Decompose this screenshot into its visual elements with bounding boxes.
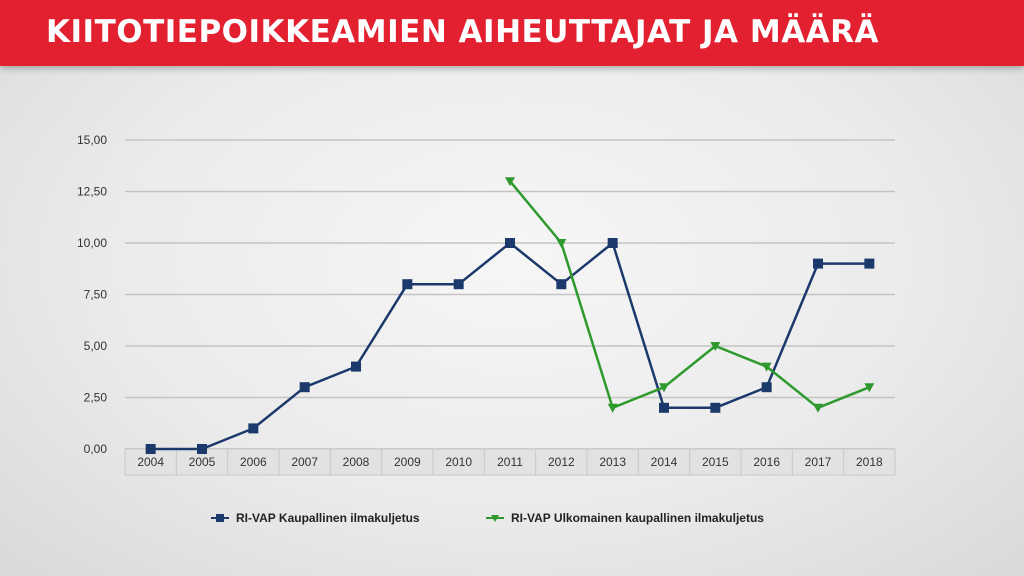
- x-tick-label: 2004: [137, 455, 164, 469]
- x-tick-label: 2008: [343, 455, 370, 469]
- x-axis-band: [124, 448, 896, 476]
- x-tick-label: 2017: [805, 455, 832, 469]
- x-tick-label: 2009: [394, 455, 421, 469]
- x-tick-label: 2018: [856, 455, 883, 469]
- data-point: [299, 382, 310, 393]
- x-tick-label: 2015: [702, 455, 729, 469]
- y-tick-label: 2,50: [84, 391, 108, 405]
- data-point: [607, 238, 618, 248]
- x-tick-label: 2011: [497, 455, 523, 469]
- data-point: [813, 403, 823, 413]
- x-tick-label: 2007: [291, 455, 318, 469]
- grid-lines: [125, 139, 895, 450]
- y-tick-label: 15,00: [77, 133, 107, 147]
- data-point: [556, 239, 567, 248]
- title-banner: KIITOTIEPOIKKEAMIEN AIHEUTTAJAT JA MÄÄRÄ: [0, 0, 1024, 66]
- x-tick-label: 2014: [651, 455, 678, 469]
- series-2: [505, 177, 875, 413]
- data-point: [813, 258, 823, 269]
- x-tick-label: 2012: [548, 455, 575, 469]
- legend-label: RI-VAP Ulkomainen kaupallinen ilmakuljet…: [511, 511, 764, 525]
- x-tick-label: 2006: [240, 455, 267, 469]
- data-point: [710, 342, 721, 351]
- x-tick-label: 2016: [753, 455, 780, 469]
- data-point: [505, 238, 515, 248]
- legend-label: RI-VAP Kaupallinen ilmakuljetus: [236, 511, 420, 525]
- series-line: [509, 180, 870, 410]
- legend-item: RI-VAP Kaupallinen ilmakuljetus: [211, 511, 420, 525]
- data-point: [197, 444, 207, 454]
- series-1: [145, 238, 875, 454]
- y-tick-label: 7,50: [84, 288, 108, 302]
- data-point: [145, 444, 156, 454]
- y-tick-label: 12,50: [77, 185, 107, 199]
- x-tick-label: 2013: [599, 455, 626, 469]
- y-tick-label: 5,00: [84, 339, 108, 353]
- data-point: [505, 177, 515, 187]
- data-point: [659, 402, 669, 413]
- legend-marker: [216, 514, 224, 522]
- y-tick-label: 0,00: [84, 442, 108, 456]
- legend-marker: [491, 515, 499, 522]
- x-tick-label: 2010: [445, 455, 472, 469]
- data-point: [761, 382, 772, 393]
- data-point: [864, 383, 875, 393]
- data-point: [453, 279, 464, 290]
- series-lines: [145, 177, 875, 454]
- page-title: KIITOTIEPOIKKEAMIEN AIHEUTTAJAT JA MÄÄRÄ: [46, 14, 880, 50]
- data-point: [659, 383, 669, 393]
- data-point: [864, 258, 875, 269]
- legend-item: RI-VAP Ulkomainen kaupallinen ilmakuljet…: [486, 511, 764, 525]
- y-axis-ticks: 0,00 2,50 5,00 7,50 10,00 12,50 15,00: [77, 133, 107, 456]
- data-point: [761, 362, 772, 372]
- y-tick-label: 10,00: [77, 236, 107, 250]
- data-point: [556, 279, 567, 290]
- data-point: [710, 402, 721, 413]
- x-tick-label: 2005: [189, 455, 216, 469]
- x-axis: 2004 2005 2006 2007 2008 2009 2010 2011 2012 2013…: [124, 448, 896, 476]
- data-point: [351, 361, 361, 372]
- legend: RI-VAP Kaupallinen ilmakuljetus RI-VAP Ul…: [211, 511, 764, 525]
- data-point: [607, 403, 618, 413]
- data-point: [402, 279, 413, 290]
- data-point: [248, 423, 259, 434]
